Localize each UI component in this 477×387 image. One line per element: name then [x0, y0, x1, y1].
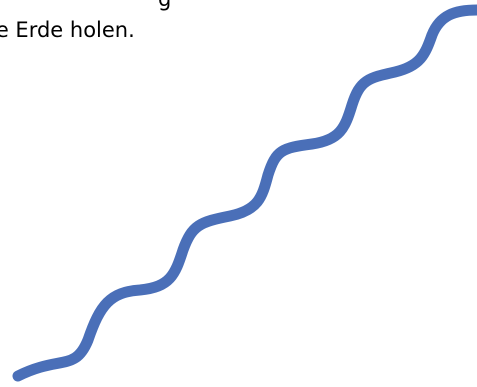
wavy-line: [12, 4, 477, 382]
text-fragment-top: g: [158, 0, 171, 10]
text-line: ie Erde holen.: [0, 18, 135, 42]
